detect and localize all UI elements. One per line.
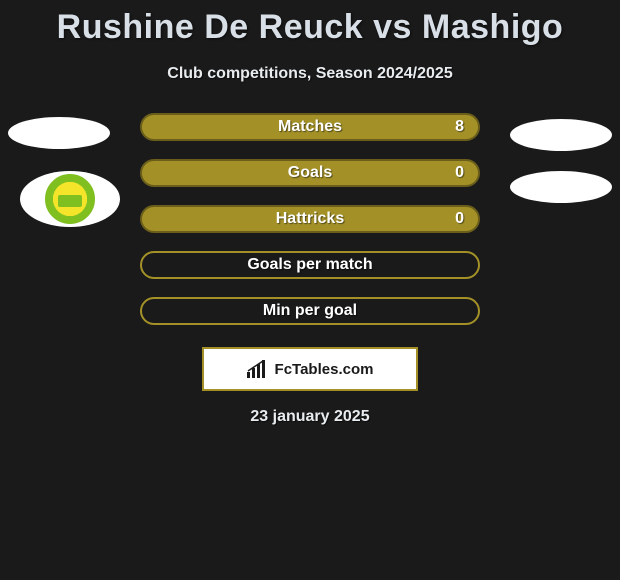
stat-label: Matches <box>278 118 342 136</box>
stat-bar-hattricks: Hattricks 0 <box>140 205 480 233</box>
player-right-placeholder-2 <box>510 171 612 203</box>
attribution-box: FcTables.com <box>202 347 418 391</box>
club-badge-left <box>20 171 120 227</box>
stat-bars: Matches 8 Goals 0 Hattricks 0 Goals per … <box>140 113 480 343</box>
page-title: Rushine De Reuck vs Mashigo <box>0 0 620 47</box>
attribution-text: FcTables.com <box>275 361 374 378</box>
stat-value: 0 <box>455 164 464 182</box>
stat-bar-goals: Goals 0 <box>140 159 480 187</box>
stat-bar-matches: Matches 8 <box>140 113 480 141</box>
page-subtitle: Club competitions, Season 2024/2025 <box>0 65 620 83</box>
player-right-placeholder-1 <box>510 119 612 151</box>
stat-bar-min-per-goal: Min per goal <box>140 297 480 325</box>
club-badge-emblem <box>45 174 95 224</box>
stat-label: Min per goal <box>263 302 357 320</box>
stat-value: 0 <box>455 210 464 228</box>
stat-label: Goals per match <box>247 256 372 274</box>
stat-value: 8 <box>455 118 464 136</box>
stat-bar-goals-per-match: Goals per match <box>140 251 480 279</box>
stat-label: Hattricks <box>276 210 344 228</box>
bar-chart-icon <box>247 360 269 378</box>
generated-date: 23 january 2025 <box>0 408 620 426</box>
player-left-placeholder <box>8 117 110 149</box>
stat-label: Goals <box>288 164 332 182</box>
